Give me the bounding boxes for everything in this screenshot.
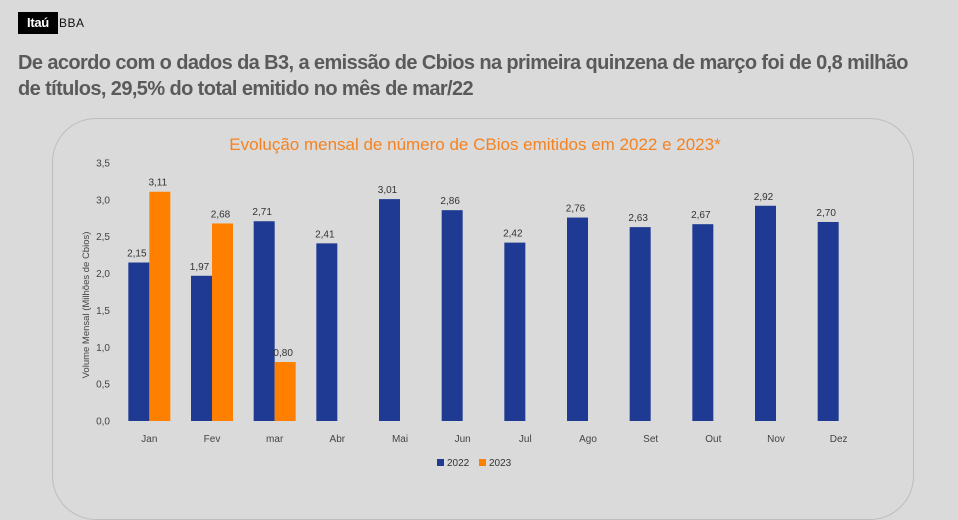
bar-2023-mar [274, 362, 296, 421]
data-label-2022-Dez: 2,70 [816, 208, 836, 219]
brand-logo: Itaú BBA [18, 12, 85, 34]
x-tick-label: Jan [141, 434, 157, 445]
chart-title: Evolução mensal de número de CBios emiti… [229, 135, 721, 154]
x-tick-label: Jul [519, 434, 532, 445]
data-label-2023-mar: 0,80 [273, 348, 293, 359]
bar-2022-Out [692, 224, 714, 421]
bar-2022-Ago [567, 217, 588, 421]
data-label-2022-Jun: 2,86 [440, 196, 460, 207]
bar-2022-Abr [316, 243, 338, 421]
data-label-2022-Abr: 2,41 [315, 229, 335, 240]
legend-label-2022: 2022 [447, 458, 470, 469]
x-tick-label: Abr [330, 434, 346, 445]
y-tick-label: 0,5 [96, 380, 110, 391]
data-label-2022-Out: 2,67 [691, 210, 711, 221]
y-axis-label: Volume Mensal (Milhões de Cbios) [81, 232, 92, 379]
y-tick-label: 3,5 [96, 159, 110, 170]
bar-2022-Jan [128, 262, 150, 421]
bar-2022-Dez [817, 221, 839, 421]
bar-2022-Nov [755, 205, 776, 421]
x-tick-label: Jun [455, 434, 471, 445]
y-tick-label: 3,0 [96, 195, 110, 206]
bar-2022-Fev [191, 275, 212, 421]
x-tick-label: Nov [767, 434, 785, 445]
y-tick-label: 1,0 [96, 343, 110, 354]
bar-2023-Fev [212, 223, 233, 421]
brand-logo-mark: Itaú [18, 12, 58, 34]
x-tick-label: Ago [579, 434, 597, 445]
y-tick-label: 0,0 [96, 417, 110, 428]
legend-label-2023: 2023 [489, 458, 512, 469]
x-tick-label: Mai [392, 434, 408, 445]
x-tick-label: Dez [830, 434, 848, 445]
data-label-2023-Jan: 3,11 [148, 178, 167, 189]
data-label-2022-mar: 2,71 [252, 207, 272, 218]
bar-2022-Set [629, 227, 651, 421]
data-label-2023-Fev: 2,68 [211, 209, 231, 220]
bar-2022-Mai [379, 199, 400, 421]
x-tick-label: Out [705, 434, 721, 445]
x-tick-label: Set [643, 434, 658, 445]
y-tick-label: 2,5 [96, 232, 110, 243]
y-tick-label: 2,0 [96, 269, 110, 280]
headline: De acordo com o dados da B3, a emissão d… [18, 52, 909, 100]
x-tick-label: Fev [204, 434, 221, 445]
data-label-2022-Mai: 3,01 [378, 185, 398, 196]
data-label-2022-Jan: 2,15 [127, 249, 147, 260]
brand-logo-sub: BBA [59, 16, 85, 30]
data-label-2022-Fev: 1,97 [190, 262, 210, 273]
bar-2022-Jul [504, 242, 526, 421]
x-tick-label: mar [266, 434, 284, 445]
data-label-2022-Nov: 2,92 [754, 192, 774, 203]
legend-swatch-2022 [437, 459, 444, 466]
y-tick-label: 1,5 [96, 306, 110, 317]
data-label-2022-Ago: 2,76 [566, 204, 586, 215]
bar-2022-mar [253, 221, 275, 421]
bar-2022-Jun [441, 210, 463, 421]
legend-swatch-2023 [479, 459, 486, 466]
bar-chart: Evolução mensal de número de CBios emiti… [81, 135, 848, 469]
bar-2023-Jan [149, 191, 171, 421]
data-label-2022-Set: 2,63 [628, 213, 648, 224]
data-label-2022-Jul: 2,42 [503, 229, 523, 240]
